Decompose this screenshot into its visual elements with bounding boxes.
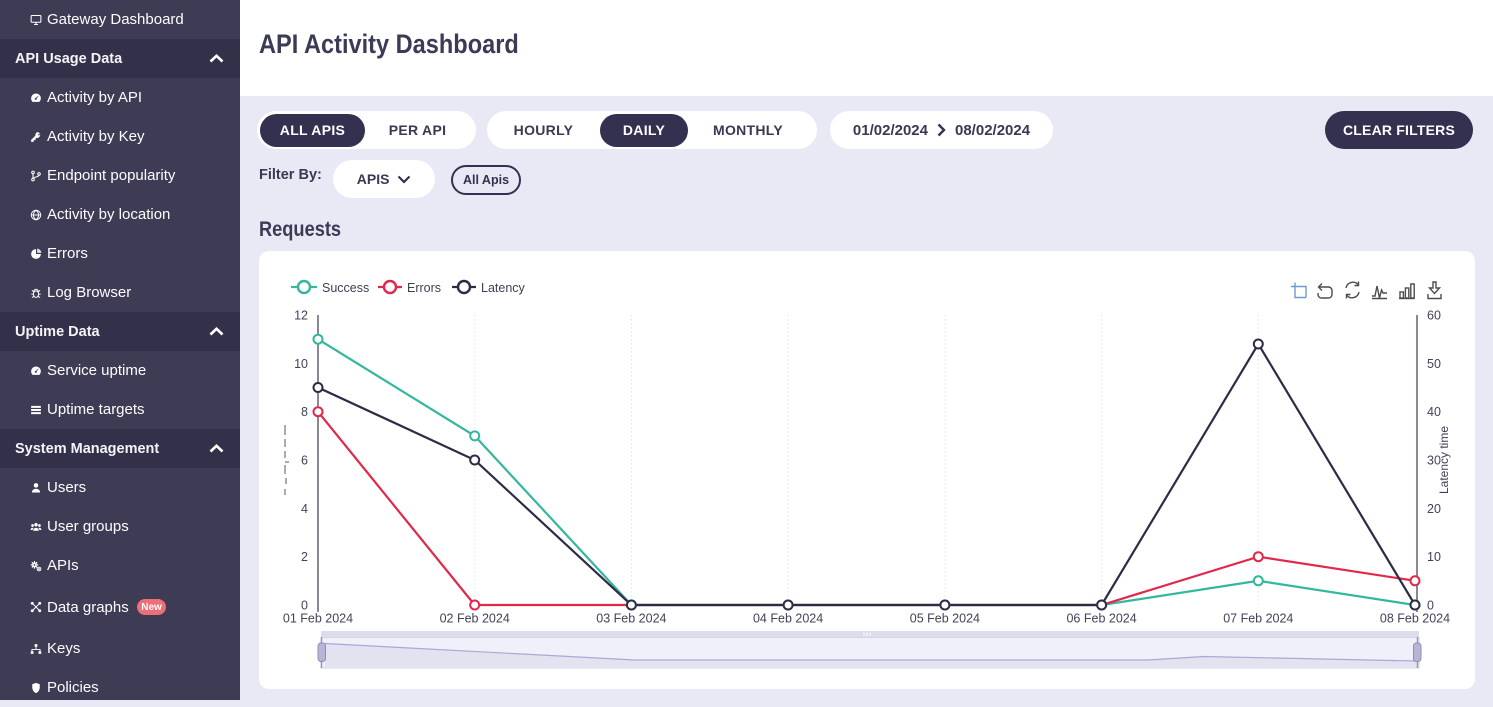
svg-text:08 Feb 2024: 08 Feb 2024 bbox=[1380, 612, 1450, 626]
svg-text:02 Feb 2024: 02 Feb 2024 bbox=[440, 612, 510, 626]
svg-text:4: 4 bbox=[301, 502, 308, 516]
svg-text:50: 50 bbox=[1427, 357, 1441, 371]
svg-text:12: 12 bbox=[294, 309, 308, 323]
svg-text:Errors: Errors bbox=[407, 281, 441, 295]
svg-text:07 Feb 2024: 07 Feb 2024 bbox=[1223, 612, 1293, 626]
svg-text:8: 8 bbox=[301, 405, 308, 419]
svg-text:0: 0 bbox=[301, 599, 308, 613]
svg-text:05 Feb 2024: 05 Feb 2024 bbox=[910, 612, 980, 626]
svg-text:40: 40 bbox=[1427, 405, 1441, 419]
svg-text:01 Feb 2024: 01 Feb 2024 bbox=[283, 612, 353, 626]
svg-text:Latency time: Latency time bbox=[1437, 426, 1451, 494]
svg-text:03 Feb 2024: 03 Feb 2024 bbox=[596, 612, 666, 626]
svg-text:10: 10 bbox=[1427, 550, 1441, 564]
svg-text:Success: Success bbox=[322, 281, 369, 295]
svg-text:10: 10 bbox=[294, 357, 308, 371]
svg-text:60: 60 bbox=[1427, 309, 1441, 323]
svg-text:06 Feb 2024: 06 Feb 2024 bbox=[1066, 612, 1136, 626]
svg-text:Latency: Latency bbox=[481, 281, 526, 295]
svg-text:20: 20 bbox=[1427, 502, 1441, 516]
svg-text:6: 6 bbox=[301, 454, 308, 468]
svg-text:2: 2 bbox=[301, 550, 308, 564]
svg-text:04 Feb 2024: 04 Feb 2024 bbox=[753, 612, 823, 626]
svg-text:30: 30 bbox=[1427, 454, 1441, 468]
svg-text:0: 0 bbox=[1427, 599, 1434, 613]
